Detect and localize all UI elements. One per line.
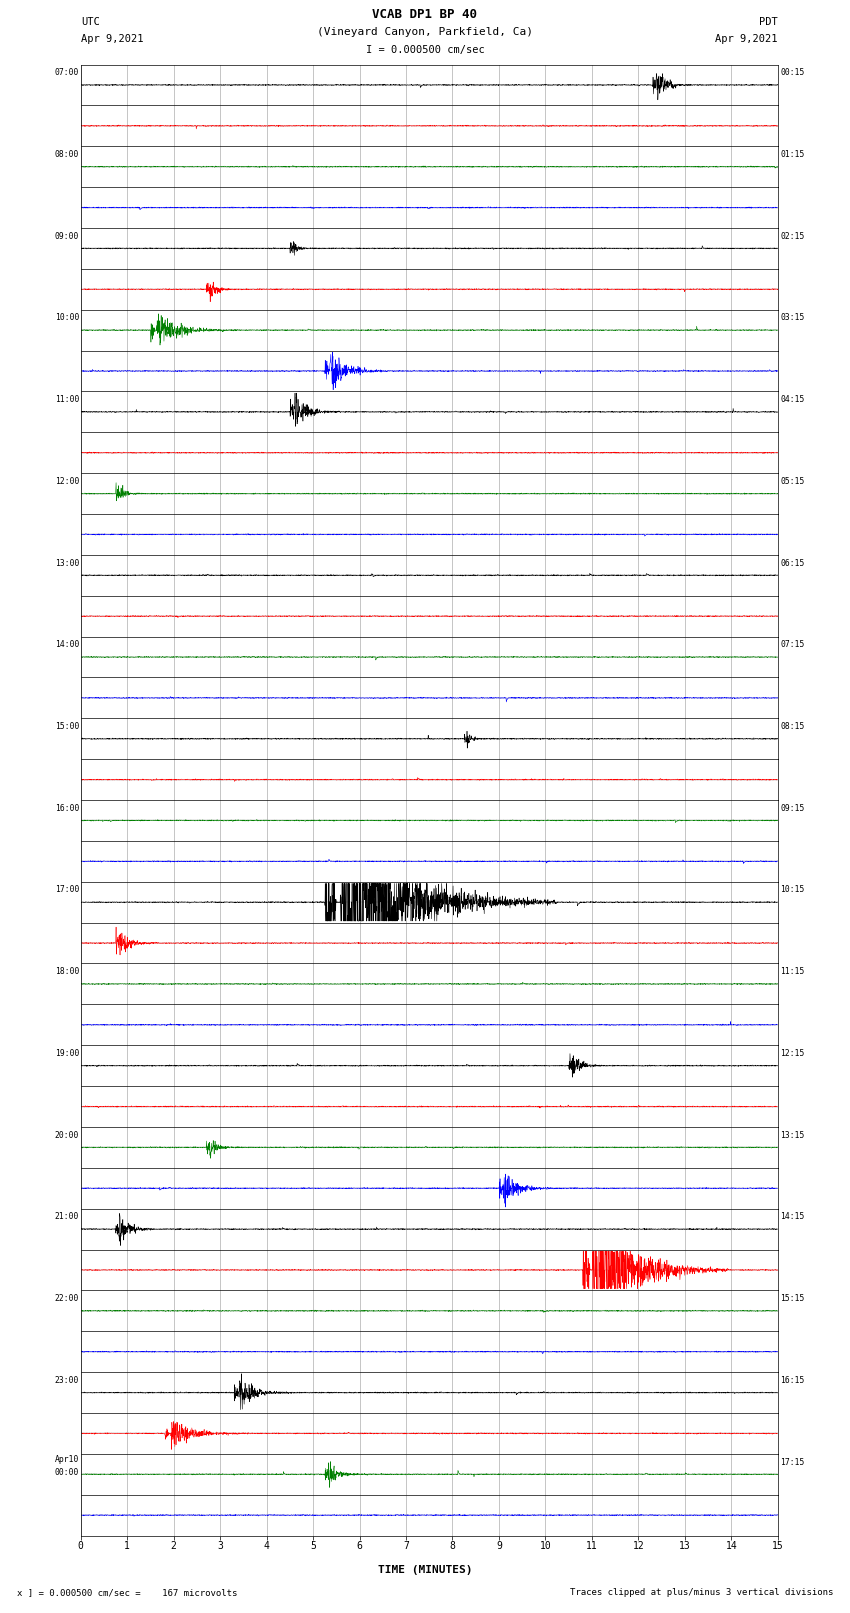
Text: 13:15: 13:15 bbox=[780, 1131, 805, 1140]
Text: VCAB DP1 BP 40: VCAB DP1 BP 40 bbox=[372, 8, 478, 21]
Text: Apr 9,2021: Apr 9,2021 bbox=[81, 34, 144, 44]
Text: Apr 9,2021: Apr 9,2021 bbox=[715, 34, 778, 44]
Text: 14:00: 14:00 bbox=[54, 640, 79, 650]
Text: 12:15: 12:15 bbox=[780, 1048, 805, 1058]
Text: 22:00: 22:00 bbox=[54, 1294, 79, 1303]
Text: TIME (MINUTES): TIME (MINUTES) bbox=[377, 1565, 473, 1574]
Text: 07:00: 07:00 bbox=[54, 68, 79, 77]
Text: 20:00: 20:00 bbox=[54, 1131, 79, 1140]
Text: 15:15: 15:15 bbox=[780, 1294, 805, 1303]
Text: 09:15: 09:15 bbox=[780, 803, 805, 813]
Text: 03:15: 03:15 bbox=[780, 313, 805, 323]
Text: 17:15: 17:15 bbox=[780, 1458, 805, 1466]
Text: UTC: UTC bbox=[81, 18, 99, 27]
Text: 08:00: 08:00 bbox=[54, 150, 79, 160]
Text: 05:15: 05:15 bbox=[780, 477, 805, 486]
Text: 10:00: 10:00 bbox=[54, 313, 79, 323]
Text: 11:00: 11:00 bbox=[54, 395, 79, 405]
Text: x ] = 0.000500 cm/sec =    167 microvolts: x ] = 0.000500 cm/sec = 167 microvolts bbox=[17, 1587, 237, 1597]
Text: 04:15: 04:15 bbox=[780, 395, 805, 405]
Text: 11:15: 11:15 bbox=[780, 968, 805, 976]
Text: 18:00: 18:00 bbox=[54, 968, 79, 976]
Text: 01:15: 01:15 bbox=[780, 150, 805, 160]
Text: 19:00: 19:00 bbox=[54, 1048, 79, 1058]
Text: 21:00: 21:00 bbox=[54, 1213, 79, 1221]
Text: Traces clipped at plus/minus 3 vertical divisions: Traces clipped at plus/minus 3 vertical … bbox=[570, 1587, 833, 1597]
Text: 08:15: 08:15 bbox=[780, 723, 805, 731]
Text: 12:00: 12:00 bbox=[54, 477, 79, 486]
Text: 16:15: 16:15 bbox=[780, 1376, 805, 1386]
Text: 07:15: 07:15 bbox=[780, 640, 805, 650]
Text: 09:00: 09:00 bbox=[54, 232, 79, 240]
Text: 06:15: 06:15 bbox=[780, 558, 805, 568]
Text: 16:00: 16:00 bbox=[54, 803, 79, 813]
Text: 23:00: 23:00 bbox=[54, 1376, 79, 1386]
Text: 02:15: 02:15 bbox=[780, 232, 805, 240]
Text: I = 0.000500 cm/sec: I = 0.000500 cm/sec bbox=[366, 45, 484, 55]
Text: 17:00: 17:00 bbox=[54, 886, 79, 895]
Text: 13:00: 13:00 bbox=[54, 558, 79, 568]
Text: Apr10: Apr10 bbox=[54, 1455, 79, 1465]
Text: 00:15: 00:15 bbox=[780, 68, 805, 77]
Text: 00:00: 00:00 bbox=[54, 1468, 79, 1478]
Text: 15:00: 15:00 bbox=[54, 723, 79, 731]
Text: 10:15: 10:15 bbox=[780, 886, 805, 895]
Text: 14:15: 14:15 bbox=[780, 1213, 805, 1221]
Text: PDT: PDT bbox=[759, 18, 778, 27]
Text: (Vineyard Canyon, Parkfield, Ca): (Vineyard Canyon, Parkfield, Ca) bbox=[317, 27, 533, 37]
